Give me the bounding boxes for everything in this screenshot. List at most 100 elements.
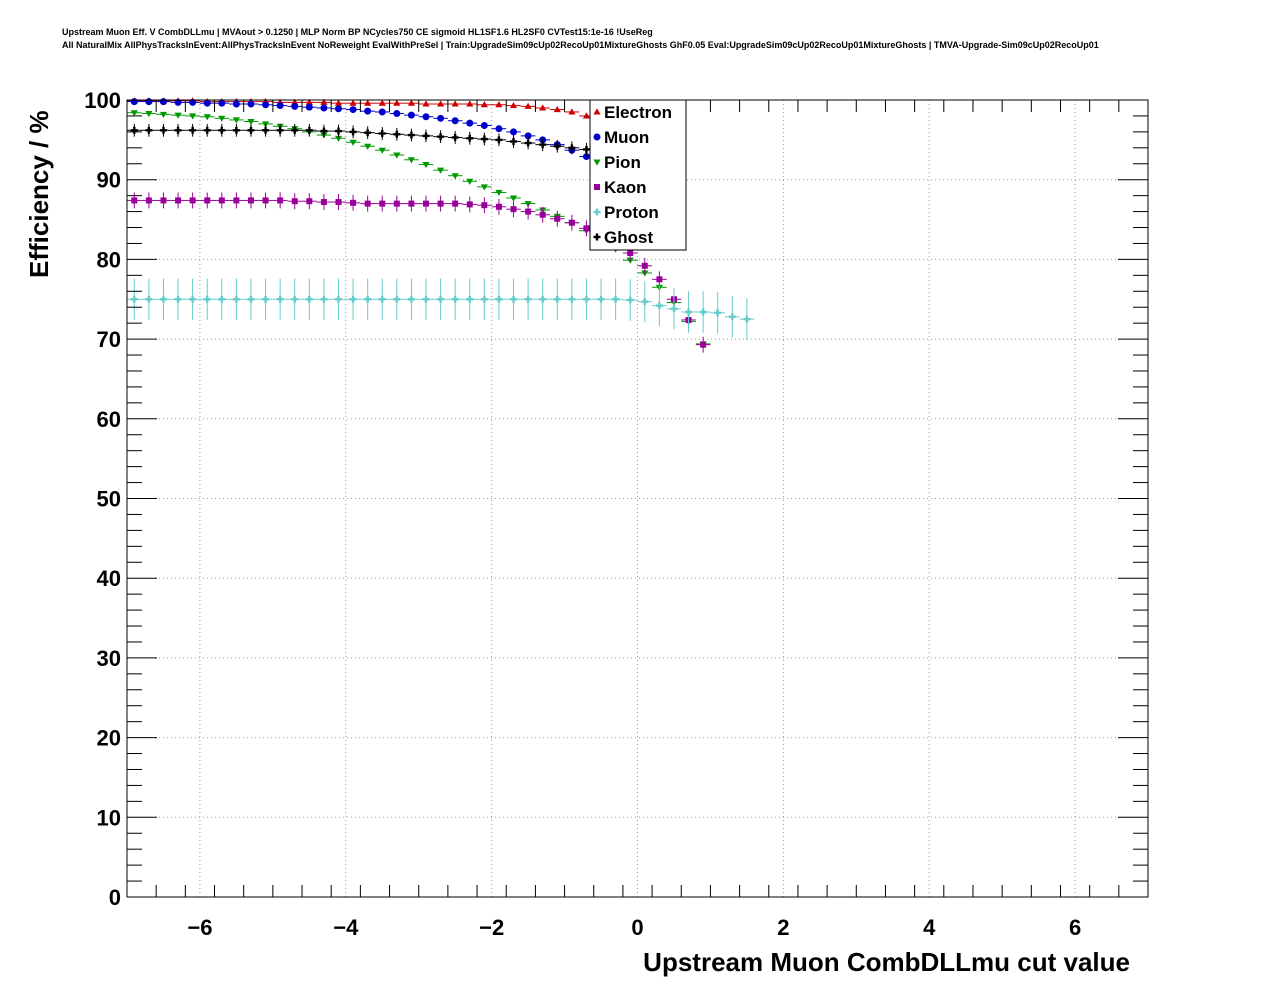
data-point	[393, 152, 401, 159]
data-point	[334, 295, 342, 303]
legend: Electron Muon Pion Kaon Proton Ghost	[589, 99, 687, 251]
data-point	[349, 295, 357, 303]
data-point	[408, 200, 415, 207]
data-point	[509, 101, 518, 109]
data-point	[174, 295, 182, 303]
data-point	[247, 100, 255, 108]
data-point	[422, 100, 430, 107]
data-point	[393, 130, 401, 138]
marker-v	[381, 295, 384, 303]
data-point	[597, 295, 605, 303]
data-point	[175, 197, 182, 204]
data-point	[364, 143, 372, 150]
data-point	[305, 98, 313, 105]
data-point	[553, 105, 561, 113]
data-point	[612, 295, 620, 303]
data-point	[568, 219, 575, 226]
data-point	[437, 295, 445, 303]
marker-v	[366, 295, 369, 303]
marker-v	[512, 295, 515, 303]
data-point	[378, 99, 386, 106]
x-tick-label: −6	[187, 915, 212, 940]
data-point	[189, 98, 197, 106]
marker-v	[512, 137, 515, 145]
data-point	[495, 125, 503, 133]
marker-v	[643, 298, 646, 306]
marker-v	[526, 139, 530, 147]
data-point	[320, 127, 328, 135]
data-point	[407, 157, 416, 164]
data-point	[189, 126, 197, 134]
y-tick-label: 10	[97, 805, 121, 830]
data-point	[480, 184, 488, 191]
marker-v	[541, 295, 544, 303]
data-point	[509, 195, 518, 202]
marker-v	[249, 295, 253, 303]
x-tick-label: 6	[1069, 915, 1081, 940]
data-point	[262, 101, 270, 109]
marker-v	[453, 133, 457, 141]
data-point	[160, 197, 167, 204]
legend-marker	[593, 233, 601, 241]
data-point	[291, 126, 299, 134]
data-point	[568, 295, 576, 303]
data-point	[203, 114, 211, 121]
data-point	[436, 167, 445, 174]
marker-v	[293, 126, 296, 134]
marker-v	[595, 233, 599, 241]
data-point	[130, 126, 138, 134]
data-point	[466, 100, 474, 107]
data-point	[145, 295, 153, 303]
marker-v	[658, 302, 661, 310]
marker-v	[541, 141, 544, 149]
marker-v	[322, 295, 326, 303]
x-axis-label: Upstream Muon CombDLLmu cut value	[643, 947, 1130, 977]
grid	[127, 100, 1148, 897]
data-point	[218, 115, 226, 122]
marker-v	[497, 295, 501, 303]
data-point	[349, 99, 357, 106]
marker-v	[337, 295, 340, 303]
marker-v	[220, 295, 224, 303]
title-line-2: All NaturalMix AllPhysTracksInEvent:AllP…	[62, 40, 1099, 50]
data-point	[159, 126, 167, 134]
marker-v	[556, 295, 559, 303]
data-point	[422, 295, 430, 303]
data-point	[510, 295, 518, 303]
data-point	[364, 107, 372, 115]
data-point	[451, 133, 459, 141]
data-point	[145, 98, 153, 106]
data-point	[423, 200, 430, 207]
data-point	[393, 110, 401, 118]
data-point	[204, 197, 211, 204]
data-point	[291, 198, 298, 205]
data-point	[407, 131, 415, 139]
marker-v	[453, 295, 457, 303]
data-point	[247, 197, 254, 204]
marker-v	[745, 315, 749, 323]
data-point	[349, 139, 357, 146]
x-tick-label: −4	[333, 915, 359, 940]
marker-v	[278, 295, 282, 303]
data-point	[466, 178, 474, 185]
data-point	[233, 197, 240, 204]
data-point	[393, 295, 401, 303]
marker-v	[176, 126, 180, 134]
data-point	[407, 295, 415, 303]
data-point	[480, 135, 488, 143]
data-point	[247, 126, 255, 134]
data-point	[379, 200, 386, 207]
data-point	[524, 102, 532, 109]
data-point	[218, 99, 226, 107]
data-point	[670, 305, 678, 313]
marker-v	[381, 129, 384, 137]
data-point	[466, 201, 473, 208]
y-tick-label: 30	[97, 646, 121, 671]
data-point	[466, 295, 474, 303]
marker-v	[716, 309, 719, 317]
data-point	[422, 132, 430, 140]
data-point	[626, 296, 634, 304]
data-point	[539, 211, 546, 218]
marker-v	[337, 127, 340, 135]
